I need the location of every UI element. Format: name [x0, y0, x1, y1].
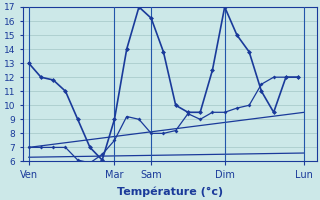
X-axis label: Température (°c): Température (°c): [116, 186, 223, 197]
